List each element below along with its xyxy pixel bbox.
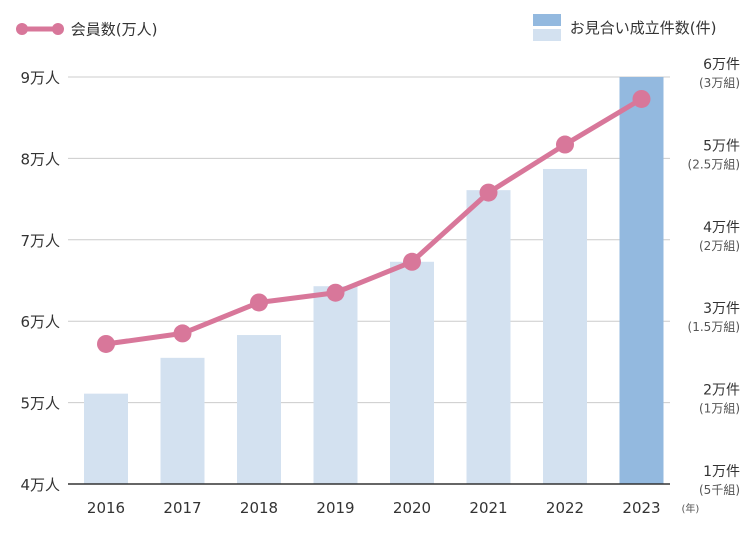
bar-2021: [466, 190, 511, 484]
bar-2016: [84, 393, 128, 484]
line-path: [105, 96, 643, 347]
line-point-2021: [479, 183, 498, 202]
right-tick-label: 2万件: [703, 383, 740, 399]
left-tick-label: 6万人: [20, 313, 60, 331]
bar-2019: [313, 286, 358, 484]
legend-line: 会員数(万人): [14, 18, 158, 40]
line-point-2017: [173, 324, 192, 343]
right-tick-sublabel: (1.5万組): [688, 320, 740, 334]
x-tick-label: 2021: [469, 499, 507, 517]
x-tick-label: 2020: [393, 499, 431, 517]
legend-bar-swatch: [533, 14, 561, 41]
legend-bar: お見合い成立件数(件): [533, 14, 717, 41]
x-axis: 2016 2017 2018 2019 2020 2021 2022 2023 (年): [68, 483, 700, 517]
legend-line-swatch: [16, 23, 64, 35]
left-tick-label: 8万人: [20, 150, 60, 168]
right-tick-sublabel: (2.5万組): [688, 157, 740, 171]
x-tick-label: 2019: [316, 499, 354, 517]
left-tick-label: 5万人: [20, 395, 60, 413]
right-tick-label: 5万件: [703, 138, 740, 154]
bar-2020: [390, 261, 434, 484]
line-point-2019: [326, 283, 345, 302]
right-tick-label: 3万件: [703, 301, 740, 317]
right-axis-ticks: 1万件 (5千組) 2万件 (1万組) 3万件 (1.5万組) 4万件 (2万組) 5万件 (2.…: [688, 57, 740, 497]
x-tick-label: 2023: [622, 499, 660, 517]
left-axis-ticks: 4万人 5万人 6万人 7万人 8万人 9万人: [20, 69, 60, 494]
bar-2017: [160, 357, 205, 484]
bar-2022: [543, 168, 587, 484]
x-unit-label: (年): [682, 502, 700, 515]
line-series: [97, 89, 651, 353]
bar-2018: [237, 335, 281, 484]
x-tick-label: 2016: [87, 499, 125, 517]
left-tick-label: 9万人: [20, 69, 60, 87]
bar-series: [84, 77, 664, 484]
right-tick-sublabel: (1万組): [699, 402, 740, 416]
right-tick-label: 6万件: [703, 57, 740, 73]
line-point-2020: [403, 252, 421, 271]
bar-2023: [619, 77, 664, 484]
left-tick-label: 7万人: [20, 232, 60, 250]
x-tick-label: 2022: [546, 499, 584, 517]
legend-line-label: 会員数(万人): [70, 20, 158, 39]
line-point-2018: [250, 293, 268, 312]
right-tick-label: 1万件: [703, 464, 740, 480]
right-tick-sublabel: (5千組): [699, 483, 740, 497]
x-tick-label: 2018: [240, 499, 278, 517]
line-point-2022: [556, 135, 574, 154]
right-tick-sublabel: (2万組): [699, 239, 740, 253]
legend-bar-label: お見合い成立件数(件): [569, 19, 717, 37]
right-tick-sublabel: (3万組): [699, 76, 740, 90]
right-tick-label: 4万件: [703, 220, 740, 236]
line-point-2023: [632, 89, 651, 108]
left-tick-label: 4万人: [20, 476, 60, 494]
line-point-2016: [97, 334, 115, 353]
x-tick-label: 2017: [163, 499, 201, 517]
